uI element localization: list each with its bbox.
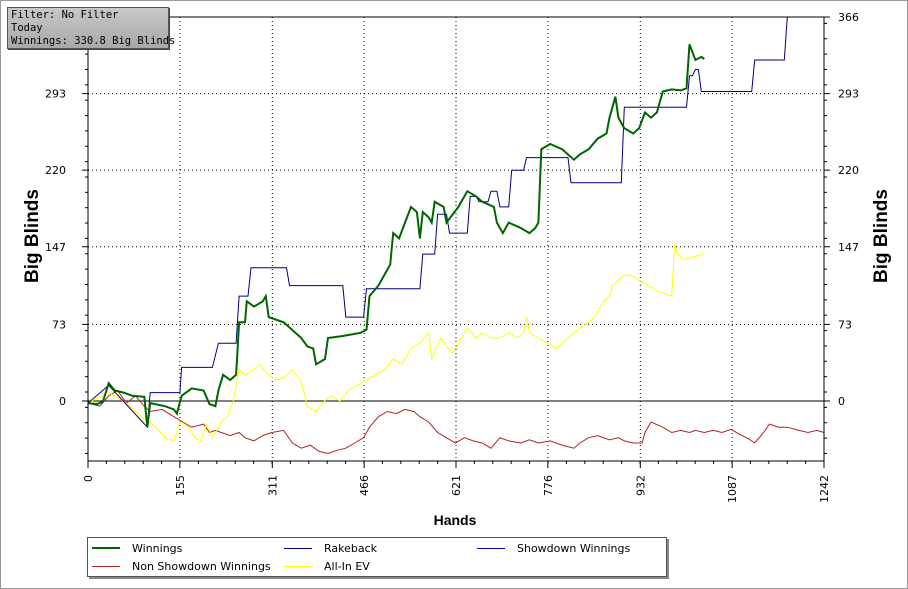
- x-tick-label: 1087: [726, 475, 739, 503]
- legend-label-showdown: Showdown Winnings: [517, 541, 631, 555]
- y-tick-label-right: 220: [838, 164, 859, 177]
- x-tick-label: 621: [450, 475, 463, 496]
- x-tick-label: 776: [542, 475, 555, 496]
- legend-label-allin: All-In EV: [324, 559, 370, 573]
- y-tick-label-right: 293: [838, 88, 859, 101]
- legend-label-nonshowdown: Non Showdown Winnings: [132, 559, 271, 573]
- series-group: [87, 16, 825, 455]
- legend-swatch-nonshowdown: [92, 565, 120, 567]
- legend-item-winnings[interactable]: Winnings: [92, 540, 182, 556]
- axes: [82, 16, 830, 468]
- y-tick-label-right: 73: [838, 318, 852, 331]
- y-axis-title-right: Big Blinds: [871, 189, 892, 283]
- legend-item-nonshowdown[interactable]: Non Showdown Winnings: [92, 558, 271, 574]
- x-tick-label: 932: [634, 475, 647, 496]
- series-line-non-showdown-winnings: [87, 389, 825, 455]
- y-tick-label: 73: [52, 318, 66, 331]
- x-axis-title: Hands: [434, 512, 477, 528]
- legend-item-rakeback[interactable]: Rakeback: [284, 540, 377, 556]
- legend-item-showdown[interactable]: Showdown Winnings: [477, 540, 630, 556]
- y-tick-label: 293: [45, 88, 66, 101]
- winnings-summary: Winnings: 330.8 Big Blinds: [11, 35, 176, 47]
- chart-legend: Winnings Rakeback Showdown Winnings Non …: [87, 537, 667, 577]
- x-tick-label: 0: [82, 475, 95, 482]
- y-tick-label-right: 147: [838, 241, 859, 254]
- series-line-rakeback: [87, 16, 824, 429]
- x-tick-label: 311: [266, 475, 279, 496]
- legend-swatch-rakeback: [284, 547, 312, 549]
- filter-info-panel: Filter: No Filter Today Winnings: 330.8 …: [7, 7, 176, 49]
- y-tick-label: 0: [59, 395, 66, 408]
- x-tick-label: 466: [358, 475, 371, 496]
- series-line-winnings: [87, 43, 705, 428]
- grid: [88, 16, 824, 461]
- y-tick-label: 147: [45, 241, 66, 254]
- legend-swatch-allin: [284, 565, 312, 567]
- legend-label-rakeback: Rakeback: [324, 541, 378, 555]
- filter-label: Filter: No Filter: [11, 9, 119, 21]
- legend-swatch-showdown: [477, 547, 505, 549]
- legend-label-winnings: Winnings: [132, 541, 183, 555]
- tick-labels: 0073731471472202202932933663660155311466…: [45, 11, 859, 503]
- x-tick-label: 155: [174, 475, 187, 496]
- y-tick-label: 220: [45, 164, 66, 177]
- legend-item-allin[interactable]: All-In EV: [284, 558, 370, 574]
- y-tick-label-right: 366: [838, 11, 859, 24]
- y-tick-label-right: 0: [838, 395, 845, 408]
- y-axis-title-left: Big Blinds: [22, 189, 43, 283]
- legend-swatch-winnings: [92, 547, 120, 549]
- date-range-label: Today: [11, 22, 43, 34]
- series-line-all-in-ev: [87, 243, 705, 442]
- x-tick-label: 1242: [818, 475, 831, 503]
